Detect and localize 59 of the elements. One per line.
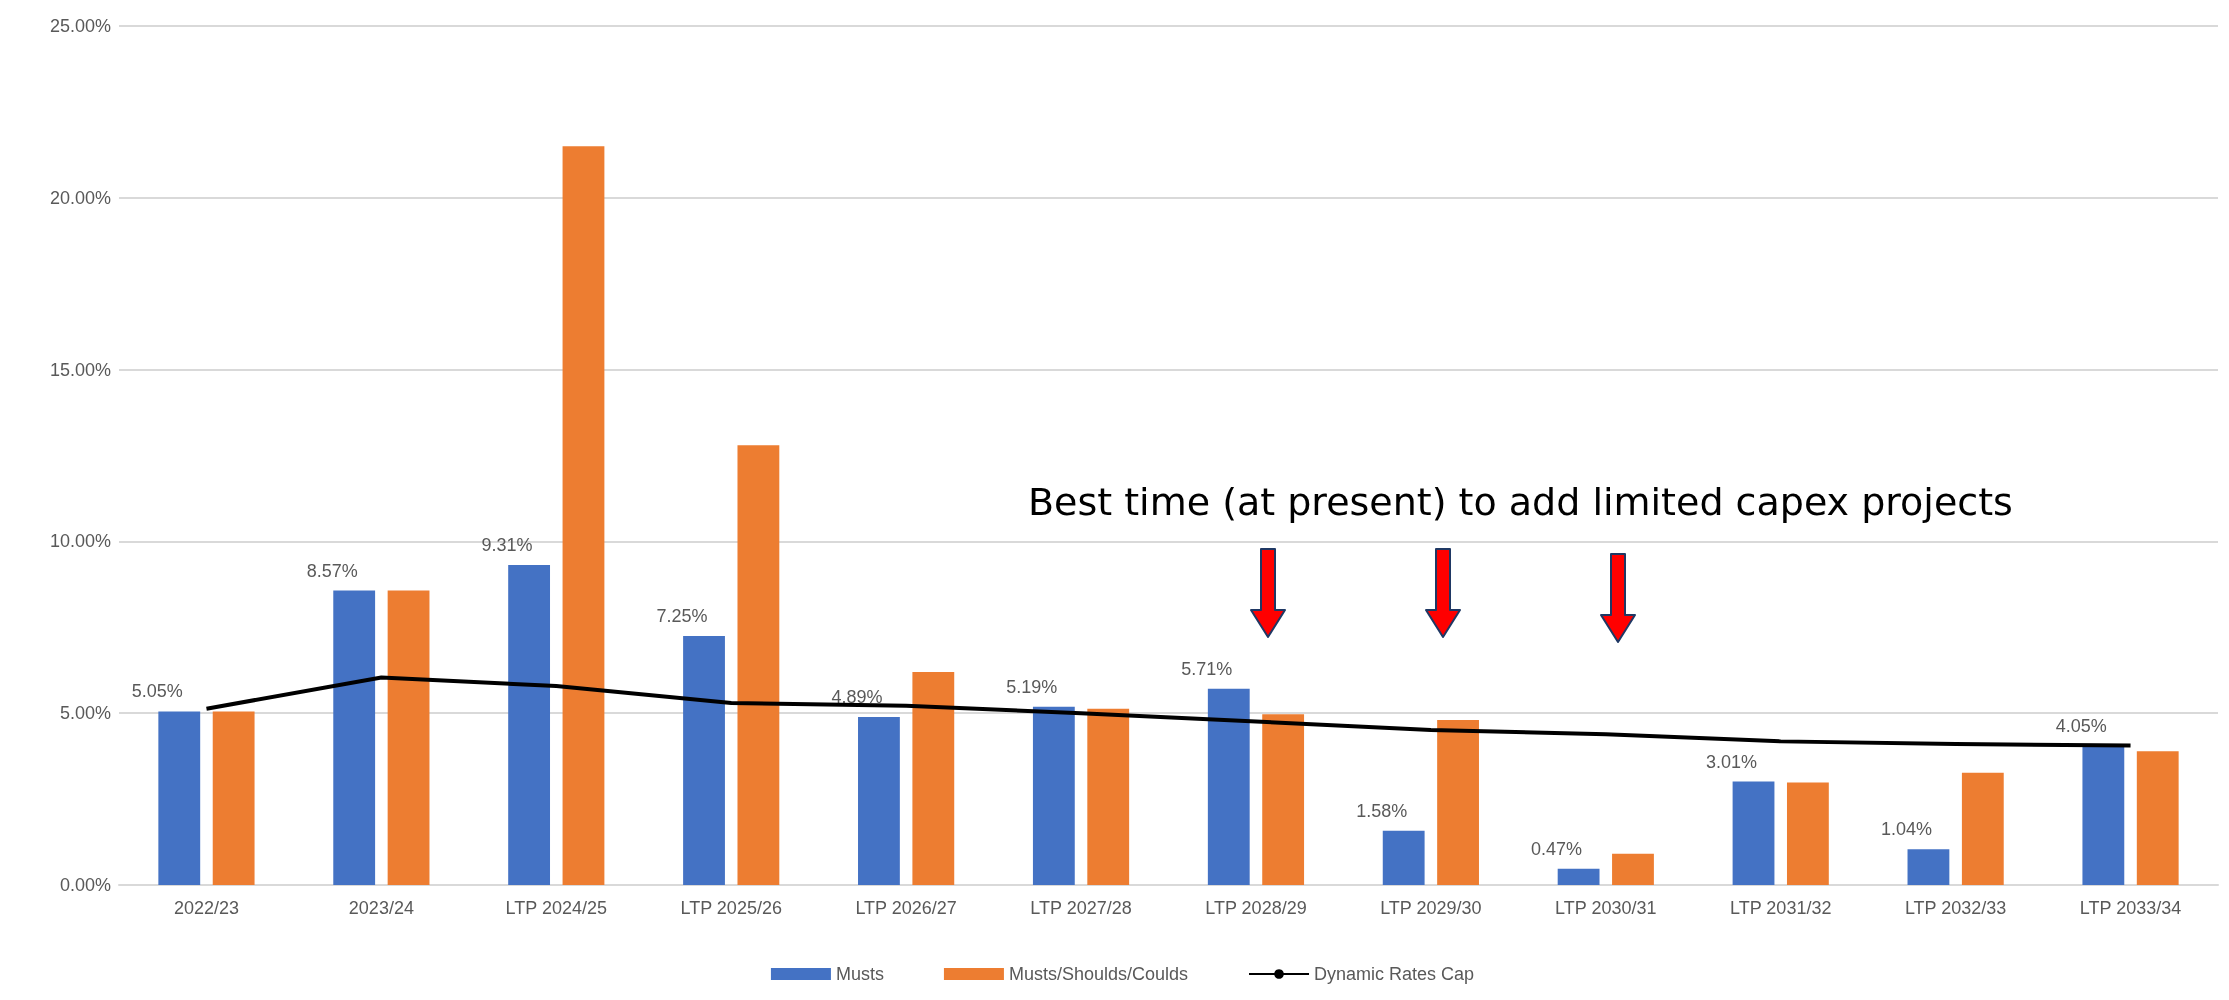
y-tick-label: 0.00% bbox=[59, 875, 111, 895]
data-label: 7.25% bbox=[656, 605, 708, 626]
bar bbox=[1612, 853, 1654, 885]
legend-label: Musts/Shoulds/Coulds bbox=[1008, 964, 1189, 984]
bar bbox=[1032, 706, 1075, 885]
x-tick-label: LTP 2029/30 bbox=[1380, 898, 1482, 918]
annotation: Best time (at present) to add limited capex projects bbox=[1028, 480, 2013, 524]
bar bbox=[2136, 751, 2179, 885]
line-series bbox=[204, 675, 2133, 748]
bar bbox=[2082, 745, 2125, 885]
bar bbox=[387, 590, 430, 885]
data-label: 5.19% bbox=[1006, 676, 1058, 697]
bar bbox=[212, 711, 255, 885]
bar bbox=[1087, 708, 1130, 885]
bar bbox=[508, 565, 551, 885]
x-tick-label: LTP 2024/25 bbox=[505, 898, 607, 918]
legend-label: Dynamic Rates Cap bbox=[1314, 964, 1475, 984]
bar bbox=[737, 445, 780, 885]
bar bbox=[1732, 781, 1775, 885]
y-tick-label: 25.00% bbox=[49, 16, 111, 36]
bar bbox=[158, 711, 201, 885]
bar bbox=[1262, 714, 1305, 885]
x-tick-label: LTP 2026/27 bbox=[855, 898, 957, 918]
y-tick-label: 10.00% bbox=[49, 531, 111, 552]
bar bbox=[1382, 830, 1425, 885]
data-label: 1.04% bbox=[1880, 819, 1932, 840]
bar bbox=[1557, 868, 1600, 885]
data-label: 5.71% bbox=[1181, 658, 1233, 679]
legend-label: Musts bbox=[835, 964, 884, 984]
data-label: 9.31% bbox=[481, 535, 533, 556]
x-tick-label: 2022/23 bbox=[173, 898, 239, 918]
bar bbox=[1786, 782, 1829, 885]
bar bbox=[912, 671, 955, 885]
y-tick-label: 20.00% bbox=[49, 187, 111, 208]
x-tick-label: LTP 2032/33 bbox=[1904, 898, 2007, 918]
data-label: 5.05% bbox=[131, 681, 183, 702]
data-label: 4.05% bbox=[2055, 715, 2107, 736]
bar bbox=[1907, 849, 1950, 885]
data-label: 1.58% bbox=[1356, 800, 1408, 821]
x-tick-label: LTP 2031/32 bbox=[1730, 898, 1832, 918]
bar bbox=[562, 146, 605, 885]
bar bbox=[1207, 688, 1250, 885]
data-label: 0.47% bbox=[1531, 838, 1583, 859]
y-tick-label: 5.00% bbox=[59, 703, 111, 724]
bar bbox=[858, 716, 900, 885]
data-label: 8.57% bbox=[306, 560, 358, 581]
x-tick-label: LTP 2033/34 bbox=[2079, 898, 2182, 918]
y-tick-label: 15.00% bbox=[49, 359, 111, 380]
x-tick-label: LTP 2028/29 bbox=[1205, 898, 1307, 918]
x-tick-label: LTP 2027/28 bbox=[1030, 898, 1132, 918]
bar bbox=[333, 590, 376, 885]
bar bbox=[1961, 772, 2004, 885]
data-label: 3.01% bbox=[1706, 751, 1758, 772]
x-tick-label: 2023/24 bbox=[348, 898, 414, 918]
data-label: 4.89% bbox=[831, 686, 883, 707]
x-tick-label: LTP 2025/26 bbox=[680, 898, 782, 918]
bar bbox=[683, 635, 725, 885]
bar bbox=[1437, 720, 1479, 885]
x-tick-label: LTP 2030/31 bbox=[1555, 898, 1657, 918]
